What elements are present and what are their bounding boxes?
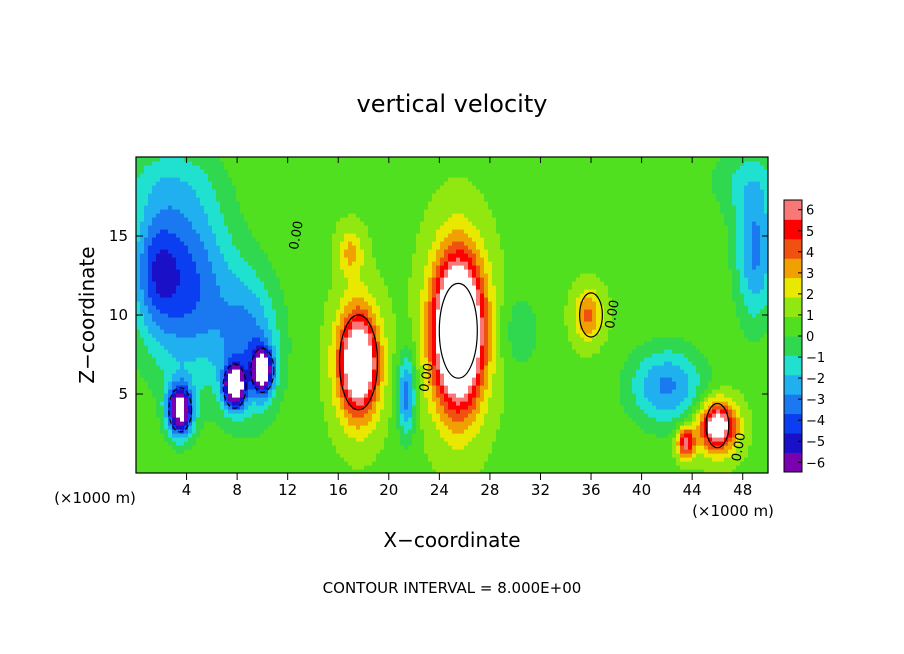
colorbar-label: −2: [806, 372, 825, 387]
colorbar-swatch: [784, 297, 802, 317]
contour-line: [578, 292, 603, 338]
colorbar-label: 1: [806, 309, 814, 324]
x-unit-left: (×1000 m): [54, 489, 136, 507]
contour-line: [438, 282, 478, 379]
x-tick-label: 32: [531, 481, 550, 499]
x-tick-label: 40: [632, 481, 651, 499]
y-axis-label: Z−coordinate: [75, 246, 99, 383]
colorbar-label: −4: [806, 414, 825, 429]
y-axis: 5 10 15: [109, 227, 768, 403]
colorbar-label: 2: [806, 288, 814, 303]
colorbar-swatch: [784, 394, 802, 415]
colorbar-label: −6: [806, 456, 825, 471]
contour-label: 0.00: [729, 432, 749, 463]
colorbar-swatch: [784, 316, 802, 337]
x-axis: 4 8 12 16 20 24 28 32 36 40 44 48: [182, 157, 752, 499]
colorbar-label: −3: [806, 393, 825, 408]
colorbar-swatch: [784, 219, 802, 240]
colorbar-swatch: [784, 258, 802, 279]
contour-label: 0.00: [603, 299, 623, 330]
x-tick-label: 28: [480, 481, 499, 499]
contour-line: [705, 402, 730, 449]
plot-area: 0.00 0.00 0.00 0.00: [136, 157, 768, 473]
colorbar-label: −1: [806, 351, 825, 366]
x-tick-label: 36: [581, 481, 600, 499]
x-tick-label: 20: [379, 481, 398, 499]
x-tick-label: 4: [182, 481, 192, 499]
colorbar-swatch: [784, 433, 802, 453]
contour-line: [250, 347, 275, 393]
colorbar-swatch: [784, 277, 802, 298]
colorbar-swatch: [784, 374, 802, 395]
colorbar-label: 5: [806, 225, 814, 240]
colorbar-swatch: [784, 200, 802, 220]
x-axis-label: X−coordinate: [383, 528, 520, 552]
colorbar: −6 −5 −4 −3 −2 −1 0 1 2 3 4 5 6: [783, 199, 825, 473]
x-tick-label: 44: [683, 481, 702, 499]
y-tick-label: 5: [118, 385, 128, 403]
chart-title: vertical velocity: [357, 90, 548, 118]
contour-line: [338, 314, 379, 411]
x-unit-right: (×1000 m): [692, 502, 774, 520]
colorbar-swatch: [784, 355, 802, 376]
x-tick-label: 12: [278, 481, 297, 499]
y-tick-label: 10: [109, 306, 128, 324]
x-tick-label: 24: [430, 481, 449, 499]
contour-label: 0.00: [287, 220, 307, 251]
contour-interval-note: CONTOUR INTERVAL = 8.000E+00: [323, 579, 582, 597]
colorbar-swatch: [784, 336, 802, 356]
x-tick-label: 8: [232, 481, 242, 499]
colorbar-swatch: [784, 238, 802, 259]
x-tick-label: 48: [733, 481, 752, 499]
colorbar-swatch: [784, 413, 802, 434]
contour-line: [222, 363, 247, 409]
colorbar-label: 6: [806, 204, 814, 219]
colorbar-label: 0: [806, 330, 814, 345]
colorbar-label: 3: [806, 267, 814, 282]
contour-line: [168, 387, 193, 433]
contour-label: 0.00: [417, 362, 437, 393]
colorbar-label: −5: [806, 435, 825, 450]
colorbar-label: 4: [806, 246, 814, 261]
x-tick-label: 16: [329, 481, 348, 499]
colorbar-swatch: [784, 452, 802, 473]
y-tick-label: 15: [109, 227, 128, 245]
